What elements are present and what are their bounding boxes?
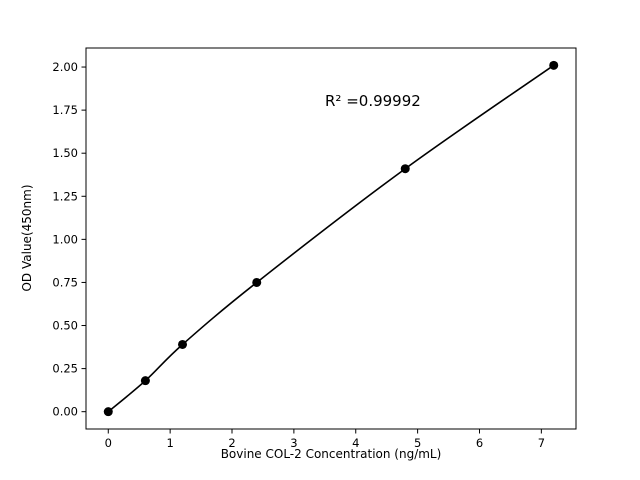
y-axis-label: OD Value(450nm) xyxy=(20,184,34,292)
x-tick-label: 7 xyxy=(538,436,545,450)
data-point-marker xyxy=(252,277,262,287)
fit-curve xyxy=(107,64,555,413)
y-tick-label: 2.00 xyxy=(52,60,78,74)
y-tick-label: 0.25 xyxy=(52,362,78,376)
y-tick-label: 0.50 xyxy=(52,319,78,333)
y-tick-label: 1.75 xyxy=(52,103,78,117)
data-point-marker xyxy=(549,60,559,70)
y-tick-label: 1.25 xyxy=(52,189,78,203)
x-axis-label: Bovine COL-2 Concentration (ng/mL) xyxy=(220,447,442,461)
x-tick-label: 1 xyxy=(166,436,173,450)
y-tick-label: 1.00 xyxy=(52,232,78,246)
r-squared-annotation: R² =0.99992 xyxy=(325,92,421,110)
data-point-marker xyxy=(400,164,410,174)
data-point-marker xyxy=(103,407,113,417)
x-tick-label: 2 xyxy=(228,436,235,450)
y-tick-label: 0.75 xyxy=(52,275,78,289)
x-tick-label: 6 xyxy=(476,436,483,450)
y-tick-label: 0.00 xyxy=(52,405,78,419)
y-tick-label: 1.50 xyxy=(52,146,78,160)
x-tick-label: 0 xyxy=(105,436,112,450)
data-point-marker xyxy=(178,339,188,349)
data-point-marker xyxy=(140,376,150,386)
x-tick-label: 3 xyxy=(290,436,297,450)
x-tick-label: 4 xyxy=(352,436,359,450)
x-tick-label: 5 xyxy=(414,436,421,450)
axes-spines xyxy=(85,47,577,430)
